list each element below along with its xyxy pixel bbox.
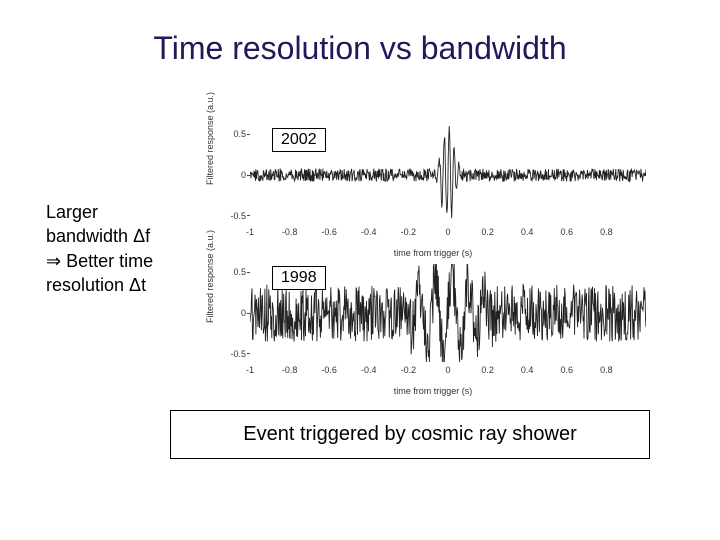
side-note-line: Larger	[46, 202, 98, 222]
x-tick-label: 0.4	[512, 365, 542, 375]
side-note-line: bandwidth Δf	[46, 226, 150, 246]
x-tick-label: 0	[433, 365, 463, 375]
caption-box: Event triggered by cosmic ray shower	[170, 410, 650, 459]
chart-tag-1998: 1998	[272, 266, 326, 290]
x-tick-label: 0.2	[473, 227, 503, 237]
y-tick-label: 0	[208, 308, 246, 318]
x-tick-label: 0.2	[473, 365, 503, 375]
x-tick-label: 0.6	[552, 227, 582, 237]
chart-stack: Filtered response (a.u.) 2002 time from …	[208, 120, 658, 396]
y-tick-label: 0.5	[208, 267, 246, 277]
x-tick-label: -0.2	[393, 227, 423, 237]
side-note: Larger bandwidth Δf ⇒ Better time resolu…	[46, 200, 196, 297]
page-title: Time resolution vs bandwidth	[0, 30, 720, 67]
x-tick-label: -0.8	[275, 227, 305, 237]
x-tick-label: -1	[235, 365, 265, 375]
x-tick-label: -0.6	[314, 227, 344, 237]
y-tick-label: -0.5	[208, 349, 246, 359]
chart-tag-2002: 2002	[272, 128, 326, 152]
chart-1998: Filtered response (a.u.) 1998 time from …	[208, 258, 658, 388]
x-tick-label: -0.4	[354, 365, 384, 375]
y-tick-label: 0	[208, 170, 246, 180]
side-note-line: ⇒ Better time	[46, 251, 153, 271]
x-tick-label: -0.2	[393, 365, 423, 375]
x-tick-label: 0.8	[591, 365, 621, 375]
x-tick-label: -0.6	[314, 365, 344, 375]
caption-text: Event triggered by cosmic ray shower	[243, 423, 576, 445]
x-tick-label: 0.4	[512, 227, 542, 237]
x-axis-label: time from trigger (s)	[208, 386, 658, 396]
x-tick-label: -0.8	[275, 365, 305, 375]
slide-root: Time resolution vs bandwidth Larger band…	[0, 0, 720, 540]
y-tick-label: 0.5	[208, 129, 246, 139]
x-axis-label: time from trigger (s)	[208, 248, 658, 258]
x-tick-label: 0	[433, 227, 463, 237]
x-tick-label: -0.4	[354, 227, 384, 237]
y-tick-label: -0.5	[208, 211, 246, 221]
x-tick-label: -1	[235, 227, 265, 237]
chart-2002: Filtered response (a.u.) 2002 time from …	[208, 120, 658, 250]
side-note-line: resolution Δt	[46, 275, 146, 295]
x-tick-label: 0.6	[552, 365, 582, 375]
x-tick-label: 0.8	[591, 227, 621, 237]
